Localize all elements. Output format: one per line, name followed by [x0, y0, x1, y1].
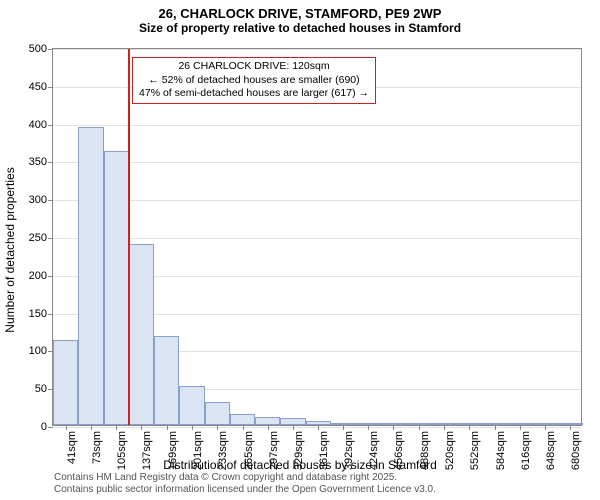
ytick-label: 300: [29, 194, 47, 206]
reference-line: [128, 49, 130, 425]
xtick-mark: [192, 425, 193, 430]
xtick-label: 41sqm: [66, 431, 78, 464]
xtick-mark: [469, 425, 470, 430]
ytick-mark: [48, 162, 53, 163]
xtick-mark: [520, 425, 521, 430]
xtick-mark: [91, 425, 92, 430]
ytick-mark: [48, 276, 53, 277]
histogram-bar: [205, 402, 230, 425]
xtick-mark: [293, 425, 294, 430]
histogram-chart: 05010015020025030035040045050041sqm73sqm…: [52, 48, 582, 426]
ytick-label: 250: [29, 232, 47, 244]
xtick-label: 584sqm: [495, 431, 507, 470]
attribution-line: Contains public sector information licen…: [54, 484, 436, 496]
histogram-bar: [78, 127, 103, 425]
histogram-bar: [280, 418, 305, 425]
annotation-line: ← 52% of detached houses are smaller (69…: [139, 74, 369, 88]
annotation-box: 26 CHARLOCK DRIVE: 120sqm← 52% of detach…: [132, 57, 376, 104]
gridline: [53, 238, 581, 239]
ytick-label: 450: [29, 81, 47, 93]
xtick-label: 520sqm: [444, 431, 456, 470]
histogram-bar: [129, 244, 154, 425]
ytick-mark: [48, 238, 53, 239]
xtick-mark: [217, 425, 218, 430]
page-subtitle: Size of property relative to detached ho…: [0, 21, 600, 35]
page-title: 26, CHARLOCK DRIVE, STAMFORD, PE9 2WP: [0, 6, 600, 21]
ytick-label: 400: [29, 119, 47, 131]
histogram-bar: [230, 414, 255, 425]
x-axis-label: Distribution of detached houses by size …: [163, 458, 436, 472]
ytick-label: 350: [29, 156, 47, 168]
xtick-mark: [116, 425, 117, 430]
xtick-mark: [495, 425, 496, 430]
ytick-label: 0: [41, 421, 47, 433]
gridline: [53, 427, 581, 428]
ytick-label: 200: [29, 270, 47, 282]
annotation-line: 47% of semi-detached houses are larger (…: [139, 87, 369, 101]
xtick-mark: [343, 425, 344, 430]
histogram-bar: [179, 386, 204, 425]
xtick-label: 552sqm: [469, 431, 481, 470]
xtick-mark: [545, 425, 546, 430]
ytick-mark: [48, 49, 53, 50]
ytick-mark: [48, 125, 53, 126]
histogram-bar: [53, 340, 78, 425]
plot-area: 05010015020025030035040045050041sqm73sqm…: [52, 48, 582, 426]
xtick-mark: [268, 425, 269, 430]
ytick-mark: [48, 427, 53, 428]
xtick-mark: [66, 425, 67, 430]
gridline: [53, 162, 581, 163]
xtick-mark: [141, 425, 142, 430]
histogram-bar: [154, 336, 179, 425]
ytick-mark: [48, 200, 53, 201]
xtick-mark: [318, 425, 319, 430]
gridline: [53, 125, 581, 126]
ytick-label: 50: [35, 383, 47, 395]
xtick-label: 680sqm: [570, 431, 582, 470]
xtick-mark: [243, 425, 244, 430]
xtick-label: 73sqm: [91, 431, 103, 464]
xtick-label: 616sqm: [520, 431, 532, 470]
gridline: [53, 49, 581, 50]
ytick-label: 150: [29, 308, 47, 320]
xtick-label: 648sqm: [545, 431, 557, 470]
ytick-label: 500: [29, 43, 47, 55]
xtick-mark: [444, 425, 445, 430]
ytick-mark: [48, 314, 53, 315]
y-axis-label: Number of detached properties: [3, 167, 17, 332]
xtick-mark: [419, 425, 420, 430]
xtick-mark: [393, 425, 394, 430]
gridline: [53, 200, 581, 201]
histogram-bar: [104, 151, 129, 425]
attribution-text: Contains HM Land Registry data © Crown c…: [54, 472, 436, 496]
xtick-mark: [167, 425, 168, 430]
ytick-label: 100: [29, 345, 47, 357]
annotation-line: 26 CHARLOCK DRIVE: 120sqm: [139, 60, 369, 74]
xtick-mark: [570, 425, 571, 430]
xtick-label: 137sqm: [141, 431, 153, 470]
xtick-mark: [368, 425, 369, 430]
histogram-bar: [255, 417, 280, 425]
xtick-label: 105sqm: [116, 431, 128, 470]
ytick-mark: [48, 87, 53, 88]
attribution-line: Contains HM Land Registry data © Crown c…: [54, 472, 436, 484]
